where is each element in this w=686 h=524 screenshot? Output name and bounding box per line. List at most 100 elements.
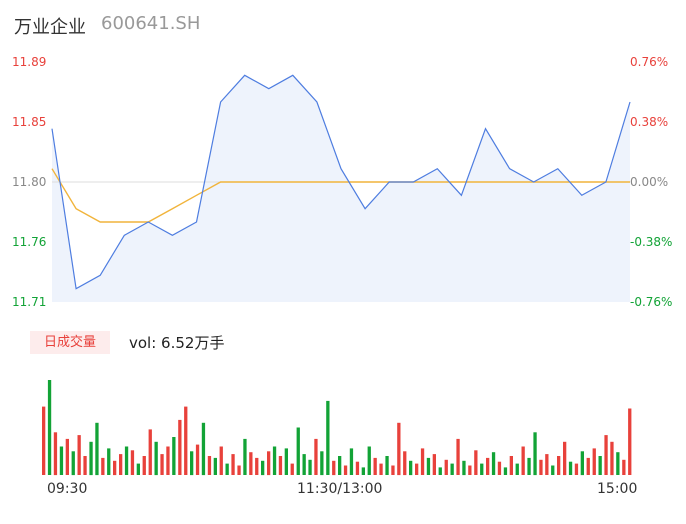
volume-bar <box>296 427 300 475</box>
volume-bar <box>509 456 513 475</box>
volume-bar <box>456 438 460 475</box>
volume-bar <box>119 454 123 475</box>
volume-bar <box>284 448 288 475</box>
volume-bar <box>521 446 525 475</box>
volume-bar <box>616 452 620 475</box>
volume-bar <box>580 451 584 476</box>
pct-label-high: 0.76% <box>630 55 669 69</box>
volume-bar <box>486 457 490 475</box>
volume-bar <box>503 467 508 475</box>
volume-bar <box>497 461 502 475</box>
volume-bar <box>290 463 294 475</box>
price-label-high: 11.89 <box>12 55 47 69</box>
volume-bar <box>420 448 425 475</box>
volume-bar <box>231 454 235 475</box>
volume-bar <box>219 446 223 475</box>
volume-bar <box>415 463 419 475</box>
volume-bar <box>148 429 152 475</box>
volume-bar <box>101 457 105 475</box>
volume-bar <box>136 463 140 475</box>
time-label-midday: 11:30/13:00 <box>297 481 383 497</box>
volume-bar <box>190 451 194 476</box>
volume-bar <box>308 459 312 475</box>
volume-bar <box>604 435 608 475</box>
volume-bar <box>598 456 602 475</box>
volume-bar <box>533 432 537 476</box>
volume-bar <box>515 463 519 475</box>
volume-bar <box>267 451 271 476</box>
volume-bar <box>568 461 573 475</box>
volume-bar <box>403 451 407 476</box>
volume-bar <box>113 460 117 476</box>
volume-bar <box>610 441 614 476</box>
volume-bar <box>213 457 217 475</box>
volume-bar <box>462 460 466 476</box>
volume-bar <box>130 450 135 475</box>
volume-bar <box>379 463 383 475</box>
volume-bar <box>343 465 348 475</box>
volume-bar <box>53 432 58 476</box>
volume-bar <box>255 457 259 475</box>
volume-badge: 日成交量 <box>30 331 110 354</box>
pct-label-upper: 0.38% <box>630 115 669 129</box>
volume-bar <box>184 406 188 475</box>
volume-bar <box>207 456 212 475</box>
volume-bar <box>545 454 549 475</box>
volume-bar <box>438 467 442 475</box>
volume-bar <box>432 454 436 475</box>
volume-bar <box>474 450 478 475</box>
volume-bar <box>302 454 306 475</box>
volume-bar <box>261 460 265 476</box>
volume-bar <box>586 457 590 475</box>
volume-bar <box>278 456 283 475</box>
time-label-close: 15:00 <box>597 481 638 497</box>
volume-bar <box>557 456 561 475</box>
volume-bar <box>249 452 253 475</box>
price-line <box>51 74 631 290</box>
volume-bar <box>355 461 360 475</box>
pct-label-mid: 0.00% <box>630 175 669 189</box>
volume-bar <box>491 452 496 475</box>
price-label-upper: 11.85 <box>12 115 47 129</box>
volume-bar <box>107 448 111 475</box>
volume-bar <box>426 457 431 475</box>
volume-bar <box>195 444 200 475</box>
pct-label-low: -0.76% <box>630 295 673 309</box>
volume-bar <box>397 422 401 476</box>
volume-bar <box>95 422 99 476</box>
volume-bar <box>89 441 93 476</box>
stock-name: 万业企业 <box>14 17 86 38</box>
volume-bar <box>83 456 87 475</box>
volume-bar <box>201 422 206 476</box>
volume-bar <box>592 448 596 475</box>
stock-code: 600641.SH <box>101 13 201 34</box>
volume-bar <box>367 446 371 475</box>
volume-bar <box>468 465 472 475</box>
volume-bar <box>77 435 81 475</box>
volume-bar <box>450 463 454 475</box>
volume-bar <box>142 456 146 475</box>
price-label-mid: 11.80 <box>12 175 47 189</box>
volume-bar <box>272 446 277 475</box>
volume-bar <box>373 457 377 475</box>
price-label-lower: 11.76 <box>12 235 47 249</box>
volume-bar <box>160 454 164 475</box>
volume-bar <box>178 419 182 475</box>
price-label-low: 11.71 <box>12 295 47 309</box>
volume-bar <box>551 465 555 475</box>
volume-bar <box>574 463 579 475</box>
volume-bar <box>563 441 567 476</box>
volume-bar <box>154 441 158 476</box>
volume-bar <box>361 467 365 475</box>
volume-bar <box>622 459 626 475</box>
volume-bar <box>539 459 543 475</box>
volume-bar <box>243 438 247 475</box>
volume-bar <box>480 463 484 475</box>
volume-bar <box>385 456 389 475</box>
volume-bar <box>326 400 330 475</box>
volume-bar <box>409 460 413 476</box>
volume-bar <box>65 438 69 475</box>
volume-bar <box>332 460 336 476</box>
volume-bar <box>42 406 46 475</box>
